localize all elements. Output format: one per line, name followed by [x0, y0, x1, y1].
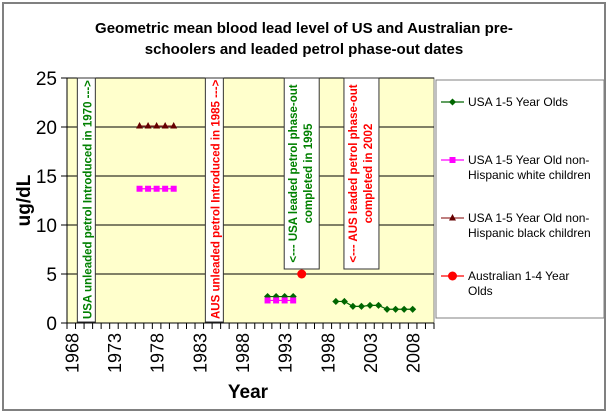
legend-label: USA 1-5 Year Olds	[468, 95, 568, 109]
data-point	[332, 297, 340, 305]
data-point	[145, 185, 152, 192]
data-point	[281, 297, 288, 304]
x-tick-label: 1973	[105, 333, 125, 373]
data-point	[290, 297, 297, 304]
legend-label: Australian 1-4 Year	[468, 269, 569, 283]
annotation-text: <--- AUS leaded petrol phase-out	[348, 84, 360, 262]
data-point	[383, 305, 391, 313]
y-axis-label: ug/dL	[14, 174, 35, 226]
x-tick-label: 1983	[190, 333, 210, 373]
data-point	[170, 185, 177, 192]
x-tick-label: 1968	[62, 333, 82, 373]
y-tick-label: 0	[46, 314, 57, 335]
legend-marker	[448, 98, 457, 106]
data-point	[144, 122, 152, 129]
annotation-text: <--- USA leaded petrol phase-out	[288, 84, 300, 262]
data-point	[409, 305, 417, 313]
y-tick-label: 10	[36, 216, 57, 237]
y-tick-label: 20	[36, 118, 57, 139]
legend-label: USA 1-5 Year Old non-	[468, 211, 589, 225]
annotation-box	[204, 77, 224, 323]
x-tick-label: 1978	[148, 333, 168, 373]
data-point	[400, 305, 408, 313]
x-tick-label: 2003	[361, 333, 381, 373]
annotation-text: USA unleaded petrol Introduced in 1970 -…	[82, 80, 94, 319]
legend-label: Hispanic white children	[468, 168, 591, 182]
data-point	[374, 301, 383, 309]
data-point	[366, 301, 374, 309]
legend-marker	[449, 157, 456, 163]
data-point	[273, 297, 280, 304]
x-tick-label: 1988	[233, 333, 253, 373]
series-line	[335, 300, 413, 310]
data-point	[161, 122, 169, 129]
data-point	[170, 122, 178, 129]
data-point	[297, 269, 307, 279]
legend	[435, 79, 605, 319]
data-point	[340, 297, 348, 305]
data-point	[357, 302, 365, 310]
y-tick-label: 15	[36, 167, 57, 188]
chart-title: schoolers and leaded petrol phase-out da…	[145, 41, 463, 58]
legend-label: Hispanic black children	[468, 226, 591, 240]
data-point	[162, 185, 169, 192]
data-point	[349, 302, 357, 310]
legend-marker	[448, 271, 457, 281]
legend-label: USA 1-5 Year Old non-	[468, 153, 589, 167]
x-tick-label: 1993	[276, 333, 296, 373]
data-point	[136, 122, 144, 129]
data-point	[136, 185, 143, 192]
legend-marker	[449, 214, 456, 221]
y-tick-label: 25	[36, 69, 57, 90]
annotation-text: AUS unleaded petrol Introduced in 1985 -…	[210, 79, 222, 319]
y-tick-label: 5	[46, 265, 57, 286]
annotation-box	[283, 77, 320, 270]
data-point	[264, 297, 271, 304]
x-tick-label: 1998	[318, 333, 338, 373]
data-point	[153, 185, 160, 192]
data-point	[153, 122, 161, 129]
annotation-box	[343, 77, 380, 270]
x-tick-label: 2008	[404, 333, 424, 373]
annotation-text: completed in 1995	[303, 123, 315, 223]
annotation-text: completed in 2002	[363, 124, 375, 224]
annotation-box	[76, 77, 96, 323]
chart-title: Geometric mean blood lead level of US an…	[95, 20, 513, 37]
x-axis-label: Year	[228, 382, 269, 403]
legend-label: Olds	[468, 284, 493, 298]
data-point	[392, 305, 400, 313]
